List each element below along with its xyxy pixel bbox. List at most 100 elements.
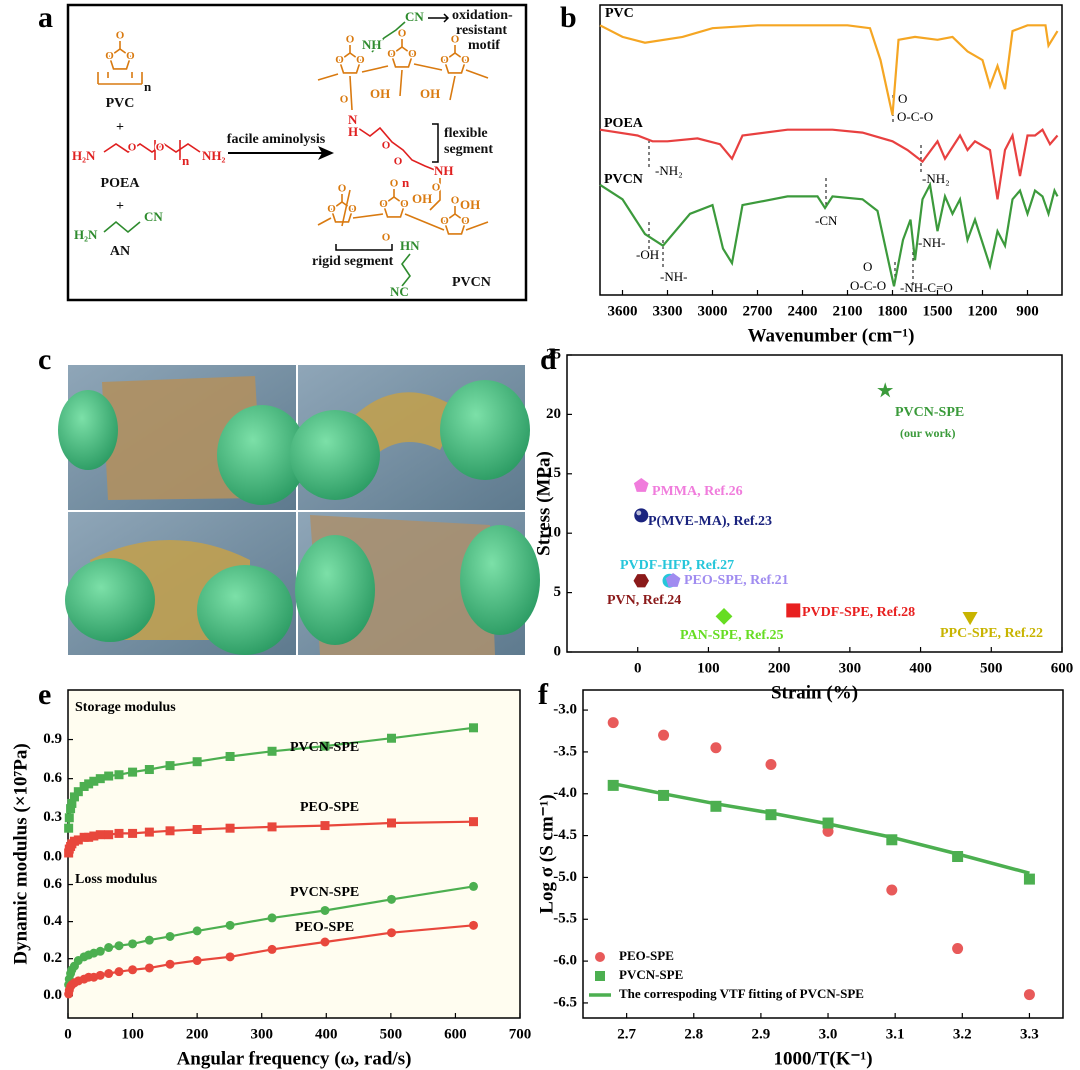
series-line	[612, 781, 1030, 875]
chem-group: OH	[412, 191, 432, 206]
polymer-bracket	[97, 72, 143, 85]
data-point	[765, 758, 777, 770]
annotation: -NH₂	[655, 163, 683, 178]
chem-group: n	[182, 153, 190, 168]
annotation: O	[898, 91, 907, 106]
ring-oxygen: O	[356, 54, 365, 66]
carbonate-ring	[443, 213, 467, 235]
x-tick-label: 100	[697, 660, 720, 676]
x-tick-label: 1200	[968, 303, 998, 319]
data-point	[165, 931, 175, 941]
data-point	[73, 835, 83, 845]
chem-group: HN	[400, 238, 420, 253]
annotation: -OH	[636, 247, 659, 262]
data-point	[225, 920, 235, 930]
plus: +	[116, 120, 124, 135]
data-point	[114, 770, 124, 780]
data-point	[952, 851, 964, 863]
x-tick-label: 0	[634, 660, 642, 676]
legend-swatch	[595, 952, 605, 962]
chem-group: H₂N	[72, 148, 96, 163]
chain-oxygen: O	[340, 94, 349, 106]
panel-label: d	[540, 343, 557, 376]
y-tick-label: -3.5	[553, 743, 577, 759]
data-point	[104, 771, 114, 781]
x-tick-label: 300	[839, 660, 862, 676]
data-point	[165, 826, 175, 836]
product-backbone	[317, 178, 489, 231]
segment-label: segment	[444, 142, 493, 157]
data-point	[387, 928, 397, 938]
data-point	[114, 828, 124, 838]
annotation: -NH₂	[922, 171, 950, 186]
x-tick-label: 2.8	[684, 1026, 703, 1042]
legend-label: The correspoding VTF fitting of PVCN-SPE	[619, 986, 864, 1001]
motif-label: oxidation-	[452, 8, 513, 23]
annotation: (our work)	[900, 426, 955, 440]
data-point	[165, 761, 175, 771]
data-point	[710, 742, 722, 754]
data-point	[95, 774, 105, 784]
chem-group: NC	[390, 284, 409, 299]
data-point	[192, 926, 202, 936]
y-tick-label: 20	[546, 406, 561, 422]
y-axis-label: Stress (MPa)	[533, 451, 554, 556]
data-point	[320, 741, 330, 751]
data-point	[469, 817, 479, 827]
chem-group: OH	[370, 86, 390, 101]
data-point	[64, 813, 74, 823]
x-tick-label: 3.3	[1020, 1026, 1039, 1042]
data-point	[786, 603, 801, 618]
series-label: PVN, Ref.24	[607, 593, 681, 608]
y-axis-label: Dynamic modulus (×10⁷Pa)	[10, 743, 31, 964]
x-tick-label: 300	[250, 1026, 273, 1042]
subplot-title: Loss modulus	[75, 872, 158, 887]
data-point	[469, 723, 479, 733]
data-point	[658, 729, 670, 741]
carbonate-ring	[338, 52, 362, 74]
chem-group: H	[348, 124, 358, 139]
ring-oxygen: O	[451, 195, 460, 207]
glove	[460, 525, 540, 635]
subplot-title: Storage modulus	[75, 700, 176, 715]
chem-group: NH₂	[202, 148, 226, 163]
chain-oxygen: O	[432, 182, 441, 194]
data-point	[67, 798, 77, 808]
motif-arrow	[428, 13, 450, 23]
ring-oxygen: O	[116, 30, 125, 42]
flexible-bracket	[432, 123, 439, 163]
x-tick-label: 0	[64, 1026, 72, 1042]
data-point	[128, 939, 138, 949]
data-point	[387, 894, 397, 904]
ring-oxygen: O	[379, 198, 388, 210]
data-point	[886, 884, 898, 896]
chain-oxygen: O	[128, 142, 137, 154]
y-tick-label: 0.3	[43, 809, 62, 825]
segment-label: rigid segment	[312, 254, 394, 269]
data-point	[469, 920, 479, 930]
reactant: PVC	[106, 96, 135, 111]
data-point	[607, 717, 619, 729]
x-tick-label: 600	[444, 1026, 467, 1042]
product-backbone	[317, 63, 489, 111]
data-point	[128, 767, 138, 777]
poea-chain	[103, 140, 201, 160]
marker-highlight	[636, 510, 642, 516]
data-point	[89, 831, 99, 841]
data-point	[225, 751, 235, 761]
series-label: PVCN-SPE	[290, 885, 359, 900]
x-tick-label: 700	[509, 1026, 532, 1042]
data-point	[1023, 989, 1035, 1001]
x-tick-label: 100	[121, 1026, 144, 1042]
series-label: P(MVE-MA), Ref.23	[648, 514, 772, 529]
legend-swatch	[595, 971, 605, 981]
chain-oxygen: O	[394, 156, 403, 168]
motif-chain	[371, 21, 406, 53]
glove	[290, 410, 380, 500]
ring-oxygen: O	[348, 203, 357, 215]
y-tick-label: -6.5	[553, 994, 577, 1010]
glove	[217, 405, 307, 505]
data-point	[104, 830, 114, 840]
y-axis-label: Log σ (S cm⁻¹)	[536, 794, 557, 913]
series-label: PVDF-HFP, Ref.27	[620, 558, 734, 573]
